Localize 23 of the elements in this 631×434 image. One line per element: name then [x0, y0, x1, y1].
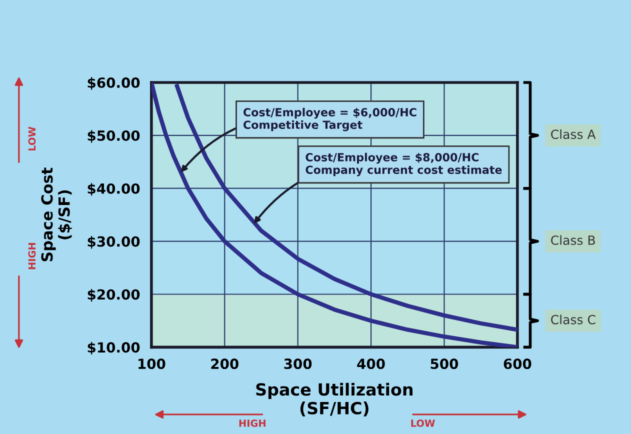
- text: HIGH: [239, 420, 266, 427]
- x-tick-label: 600: [504, 358, 532, 370]
- y-tick-label: $50.00: [88, 130, 140, 143]
- x-tick-label: 500: [430, 358, 458, 370]
- y-tick-label: $30.00: [88, 236, 140, 249]
- y-tick-label: $60.00: [88, 77, 140, 90]
- x-axis-title: Space Utilization (SF/HC): [256, 382, 412, 416]
- text: LOW: [28, 126, 36, 150]
- y-axis-title: Space Cost ($/SF): [41, 168, 72, 262]
- annotation: Cost/Employee = $6,000/HC Competitive Target: [243, 108, 416, 132]
- x-tick-label: 400: [357, 358, 385, 370]
- annotation: Cost/Employee = $8,000/HC Company current cost estimate: [306, 152, 502, 176]
- x-tick-label: 200: [211, 358, 238, 370]
- band-label: Class A: [551, 129, 596, 140]
- band-label: Class C: [551, 314, 596, 324]
- text: LOW: [411, 420, 435, 427]
- x-tick-label: 100: [138, 358, 166, 370]
- x-tick-label: 300: [284, 358, 312, 370]
- band-label: Class B: [551, 235, 595, 245]
- y-tick-label: $20.00: [88, 288, 140, 302]
- text: HIGH: [28, 243, 36, 270]
- y-tick-label: $40.00: [88, 183, 140, 196]
- y-tick-label: $10.00: [88, 342, 140, 355]
